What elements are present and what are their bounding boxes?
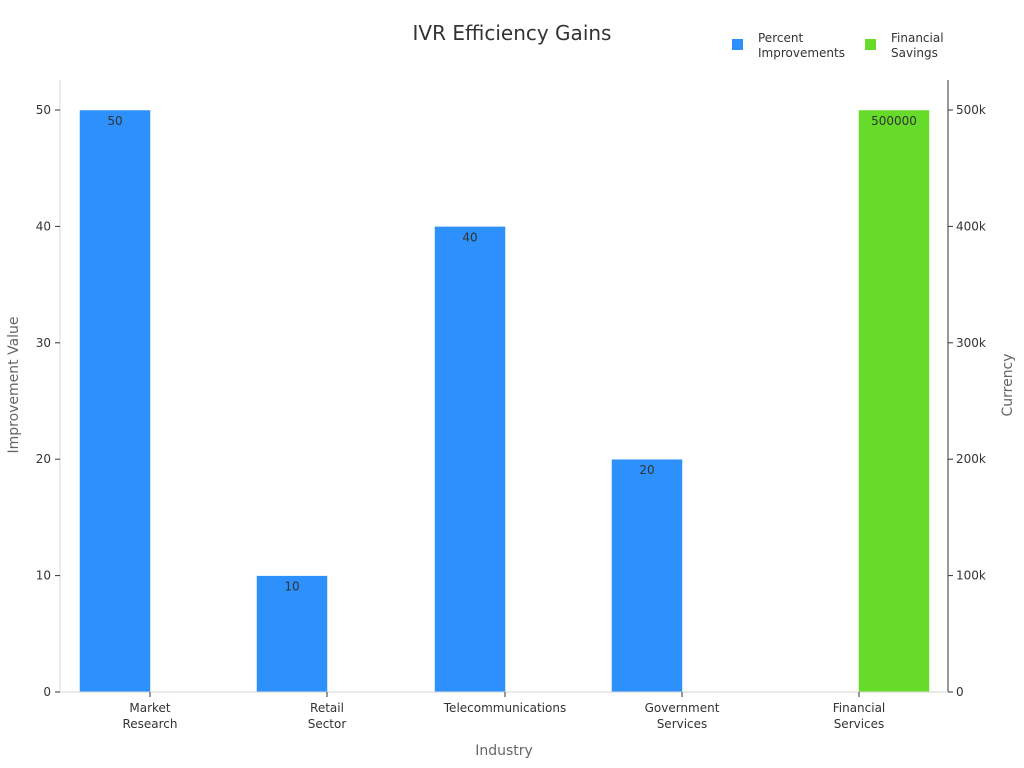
y2-tick-label: 100k (956, 569, 986, 583)
data-label: 50 (107, 114, 122, 128)
x-tick-label: Telecommunications (443, 701, 566, 715)
legend-swatch (732, 39, 743, 50)
y-tick-label: 40 (36, 219, 51, 233)
legend-label: Savings (891, 46, 938, 60)
x-tick-label: Market (129, 701, 171, 715)
x-tick-label: Sector (308, 717, 347, 731)
chart-title: IVR Efficiency Gains (413, 21, 612, 45)
bar (79, 109, 151, 693)
data-label: 10 (284, 580, 299, 594)
bar (611, 458, 683, 693)
y-axis-title: Improvement Value (6, 316, 22, 453)
y-tick-label: 20 (36, 452, 51, 466)
y2-axis-title: Currency (1000, 353, 1016, 416)
x-tick-label: Financial (833, 701, 886, 715)
x-tick-label: Services (657, 717, 708, 731)
x-axis-title: Industry (475, 743, 533, 759)
x-tick-label: Services (834, 717, 885, 731)
y-tick-label: 30 (36, 336, 51, 350)
legend-label: Percent (758, 31, 803, 45)
y-tick-label: 50 (36, 103, 51, 117)
y2-tick-label: 400k (956, 219, 986, 233)
x-tick-label: Government (645, 701, 720, 715)
y-tick-label: 10 (36, 569, 51, 583)
data-label: 20 (639, 463, 654, 477)
x-tick-label: Research (122, 717, 177, 731)
bar (256, 575, 328, 693)
y2-tick-label: 300k (956, 336, 986, 350)
bars: 50 10 40 20 500000 (79, 109, 930, 693)
legend-label: Financial (891, 31, 944, 45)
y2-tick-label: 500k (956, 103, 986, 117)
bar (858, 109, 930, 693)
bar (434, 226, 506, 693)
axes: 0 10 20 30 40 50 0 100k 200k 300k 400k 500k Market Re… (36, 80, 986, 731)
data-label: 500000 (871, 114, 917, 128)
y2-tick-label: 200k (956, 452, 986, 466)
x-tick-label: Retail (310, 701, 344, 715)
data-label: 40 (462, 230, 477, 244)
legend-label: Improvements (758, 46, 845, 60)
y2-tick-label: 0 (956, 685, 964, 699)
y-tick-label: 0 (43, 685, 51, 699)
legend-swatch (865, 39, 876, 50)
